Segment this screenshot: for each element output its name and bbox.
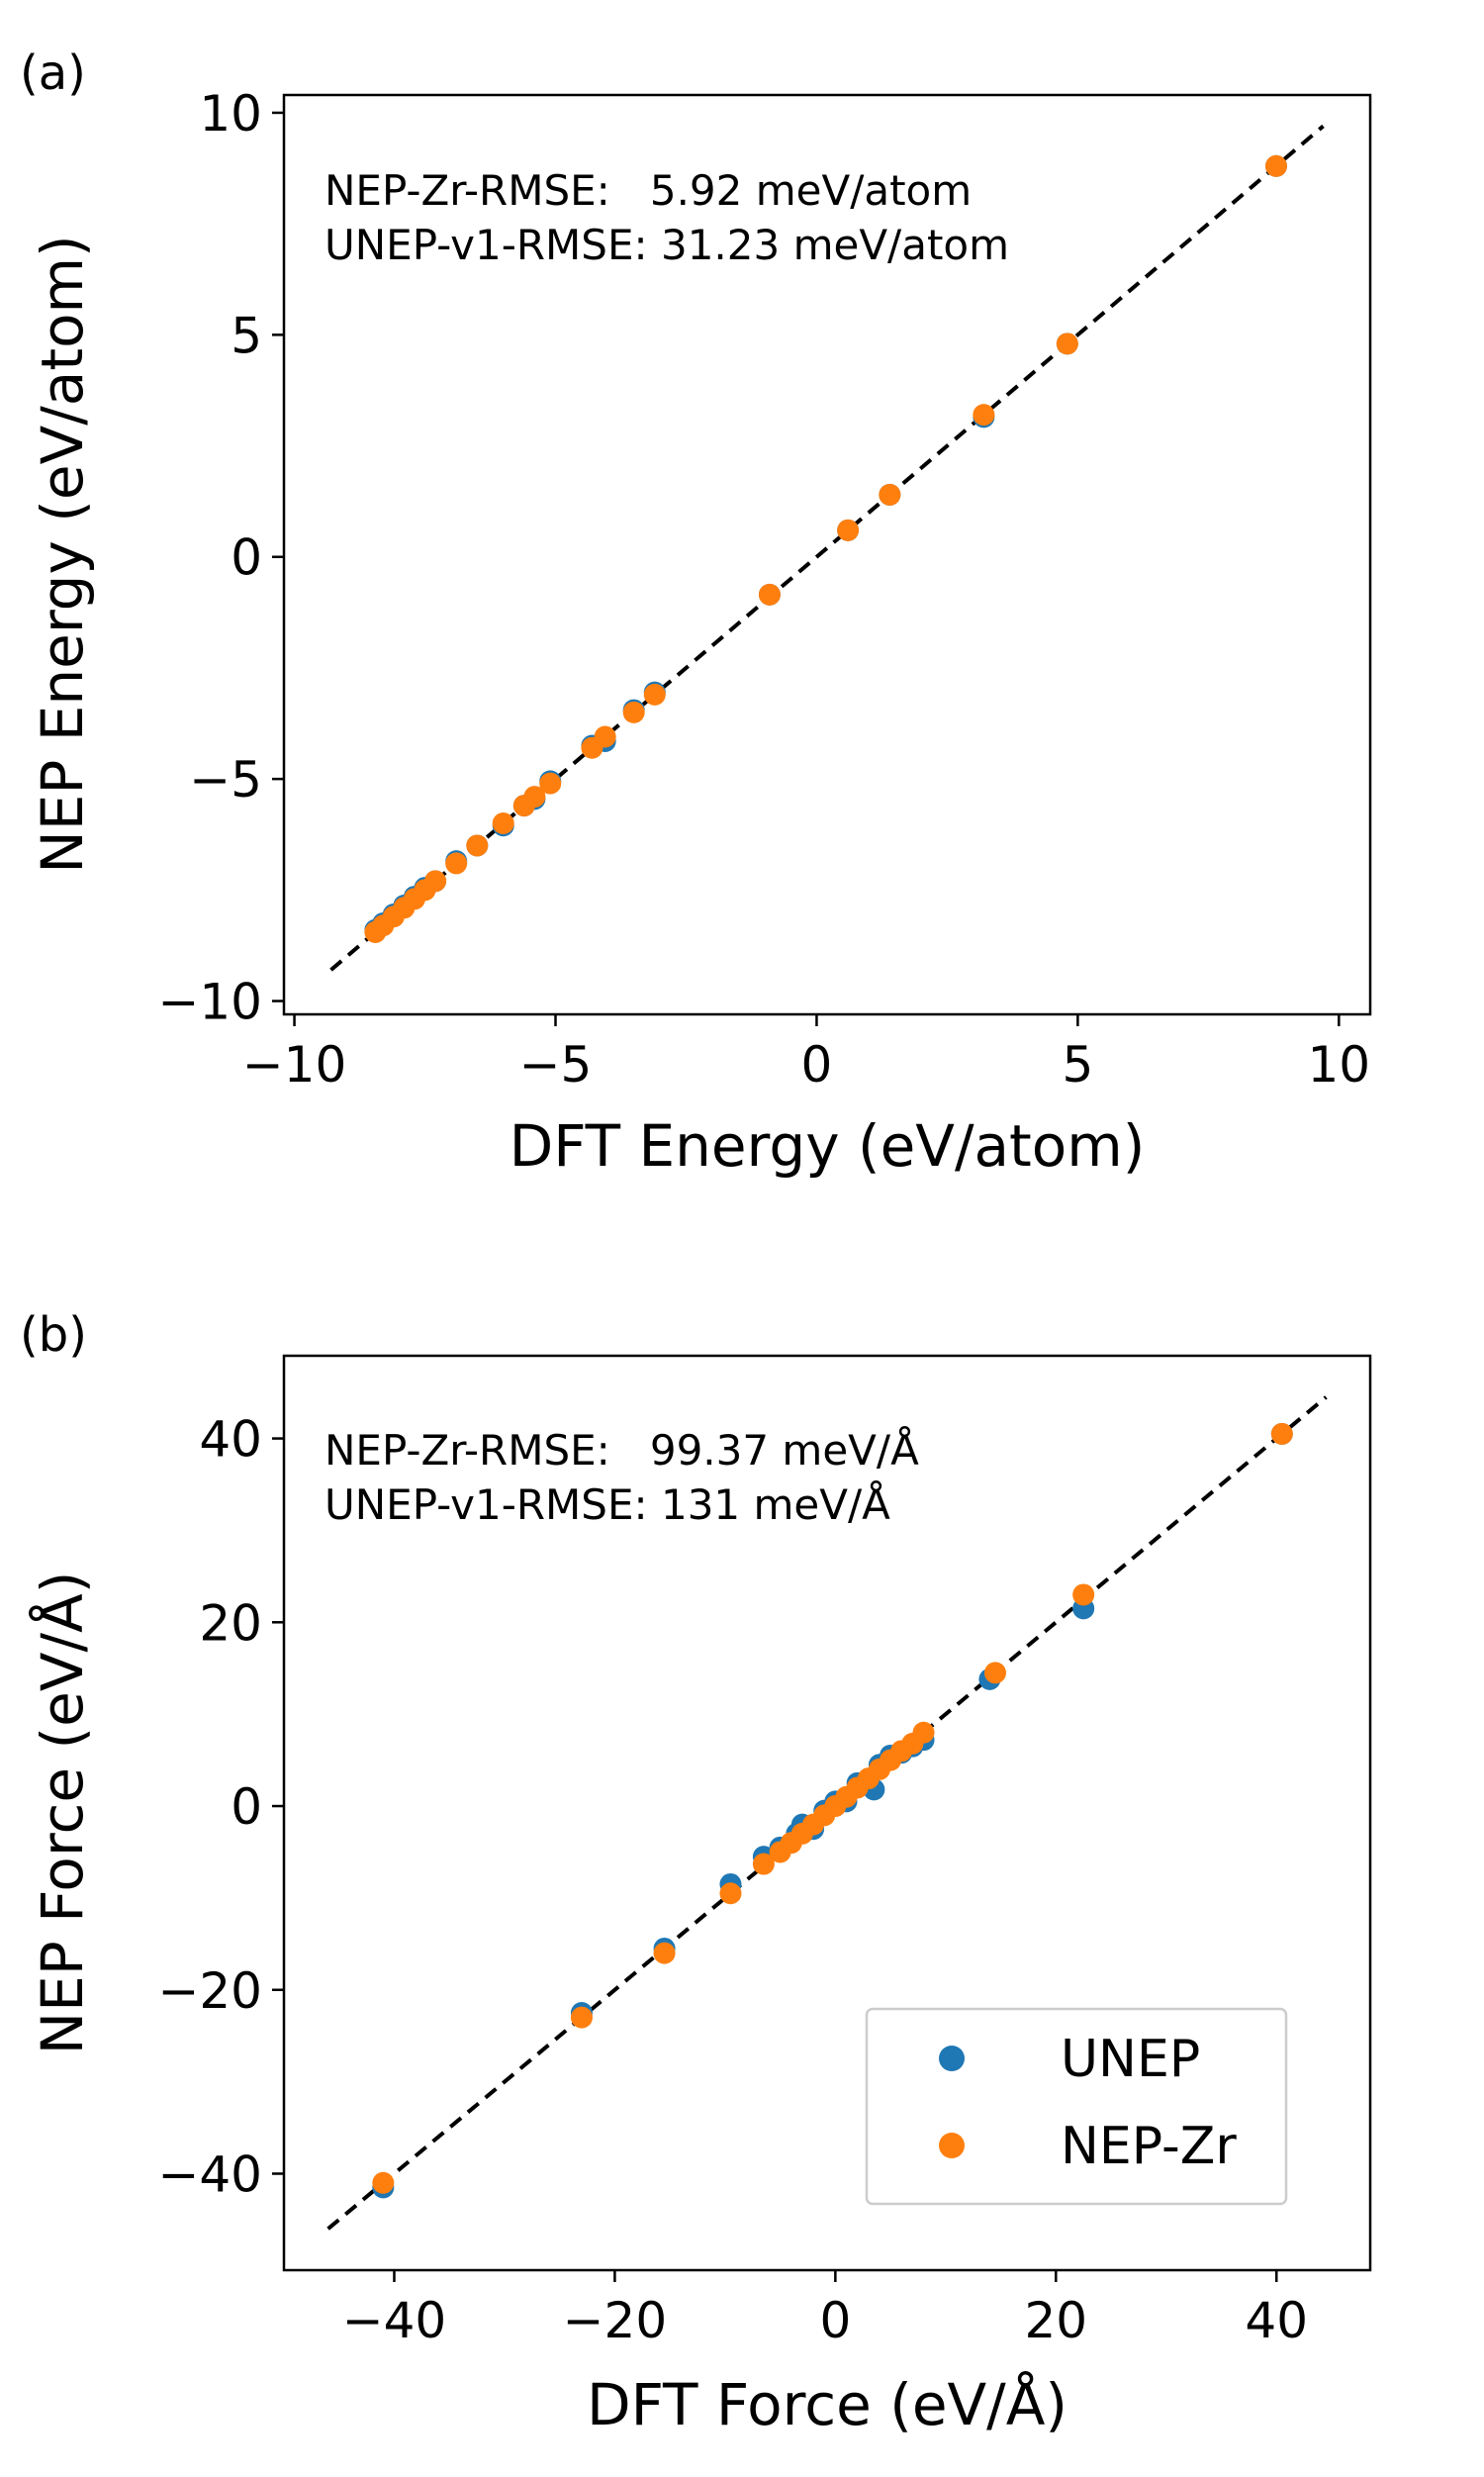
data-point-nep-zr <box>879 483 901 506</box>
data-point-nep-zr <box>523 786 546 809</box>
y-tick-label: 0 <box>231 1778 262 1836</box>
data-point-nep-zr <box>466 834 489 857</box>
y-tick-label: −10 <box>157 974 262 1031</box>
y-tick-label: 20 <box>199 1594 262 1652</box>
x-tick-label: 0 <box>801 1036 833 1094</box>
x-tick-label: 0 <box>819 2292 851 2349</box>
x-axis-title-b: DFT Force (eV/Å) <box>587 2370 1067 2438</box>
annotation-nep-zr-rmse-a: NEP-Zr-RMSE: 5.92 meV/atom <box>325 166 972 215</box>
y-axis-title-a: NEP Energy (eV/atom) <box>29 235 96 873</box>
data-point-nep-zr <box>424 870 447 893</box>
data-point-nep-zr <box>622 701 645 723</box>
y-tick-label: 0 <box>231 529 262 587</box>
data-point-nep-zr <box>983 1662 1006 1684</box>
y-tick-label: −40 <box>157 2145 262 2203</box>
energy-parity-panel: (a) −10 −5 0 5 10 −10 −5 0 5 10 NEP-Zr-RMSE: 5.92… <box>20 46 1372 1180</box>
x-tick-label: 40 <box>1245 2292 1308 2349</box>
x-tick-label: 10 <box>1308 1036 1371 1094</box>
y-tick-label: 40 <box>199 1411 262 1469</box>
legend-label-nep-zr: NEP-Zr <box>1061 2117 1237 2176</box>
legend: UNEP NEP-Zr <box>865 2007 1288 2206</box>
panel-label-b: (b) <box>20 1307 87 1363</box>
data-point-nep-zr <box>1270 1422 1293 1445</box>
x-tick-label: −40 <box>342 2292 447 2349</box>
tick-group-b: −40 −20 0 20 40 −40 −20 0 20 40 <box>157 1411 1308 2349</box>
y-tick-label: −5 <box>189 751 262 809</box>
data-point-nep-zr <box>653 1942 676 1964</box>
tick-group-a: −10 −5 0 5 10 −10 −5 0 5 10 <box>157 85 1370 1094</box>
annotation-unep-rmse-a: UNEP-v1-RMSE: 31.23 meV/atom <box>325 221 1009 269</box>
x-axis-title-a: DFT Energy (eV/atom) <box>510 1112 1146 1180</box>
x-tick-label: −20 <box>563 2292 668 2349</box>
y-tick-label: 10 <box>199 85 262 143</box>
plot-area-a <box>282 93 1372 1016</box>
data-point-nep-zr <box>719 1882 742 1905</box>
annotation-unep-rmse-b: UNEP-v1-RMSE: 131 meV/Å <box>325 1479 890 1529</box>
annotation-nep-zr-rmse-b: NEP-Zr-RMSE: 99.37 meV/Å <box>325 1425 919 1475</box>
panel-label-a: (a) <box>20 46 86 101</box>
data-point-nep-zr <box>1264 154 1287 177</box>
legend-label-unep: UNEP <box>1061 2030 1200 2089</box>
data-point-nep-zr <box>492 812 514 835</box>
x-tick-label: −10 <box>242 1036 347 1094</box>
data-point-nep-zr <box>837 519 860 541</box>
legend-marker-nep-zr <box>939 2133 965 2158</box>
y-axis-title-b: NEP Force (eV/Å) <box>28 1572 96 2055</box>
x-tick-label: −5 <box>519 1036 593 1094</box>
data-point-nep-zr <box>1072 1583 1095 1606</box>
data-point-nep-zr <box>912 1721 935 1744</box>
legend-marker-unep <box>939 2046 965 2071</box>
data-point-nep-zr <box>643 683 666 706</box>
legend-frame <box>865 2007 1288 2206</box>
data-point-nep-zr <box>372 2171 395 2194</box>
y-tick-label: −20 <box>157 1962 262 2020</box>
data-point-nep-zr <box>752 1853 775 1875</box>
force-parity-panel: (b) −40 −20 0 20 40 −40 −20 0 20 40 NEP-Zr-RMSE: … <box>20 1307 1372 2438</box>
data-point-nep-zr <box>758 583 781 606</box>
x-tick-label: 5 <box>1062 1036 1093 1094</box>
y-tick-label: 5 <box>231 307 262 364</box>
data-points-b <box>372 1422 1293 2199</box>
data-point-nep-zr <box>973 404 995 427</box>
data-point-nep-zr <box>445 852 468 875</box>
data-points-a <box>364 154 1287 943</box>
data-point-nep-zr <box>539 772 562 795</box>
plot-area-b <box>282 1354 1372 2272</box>
data-point-nep-zr <box>594 725 616 748</box>
data-point-nep-zr <box>570 2006 593 2029</box>
data-point-nep-zr <box>1056 333 1078 355</box>
x-tick-label: 20 <box>1024 2292 1087 2349</box>
